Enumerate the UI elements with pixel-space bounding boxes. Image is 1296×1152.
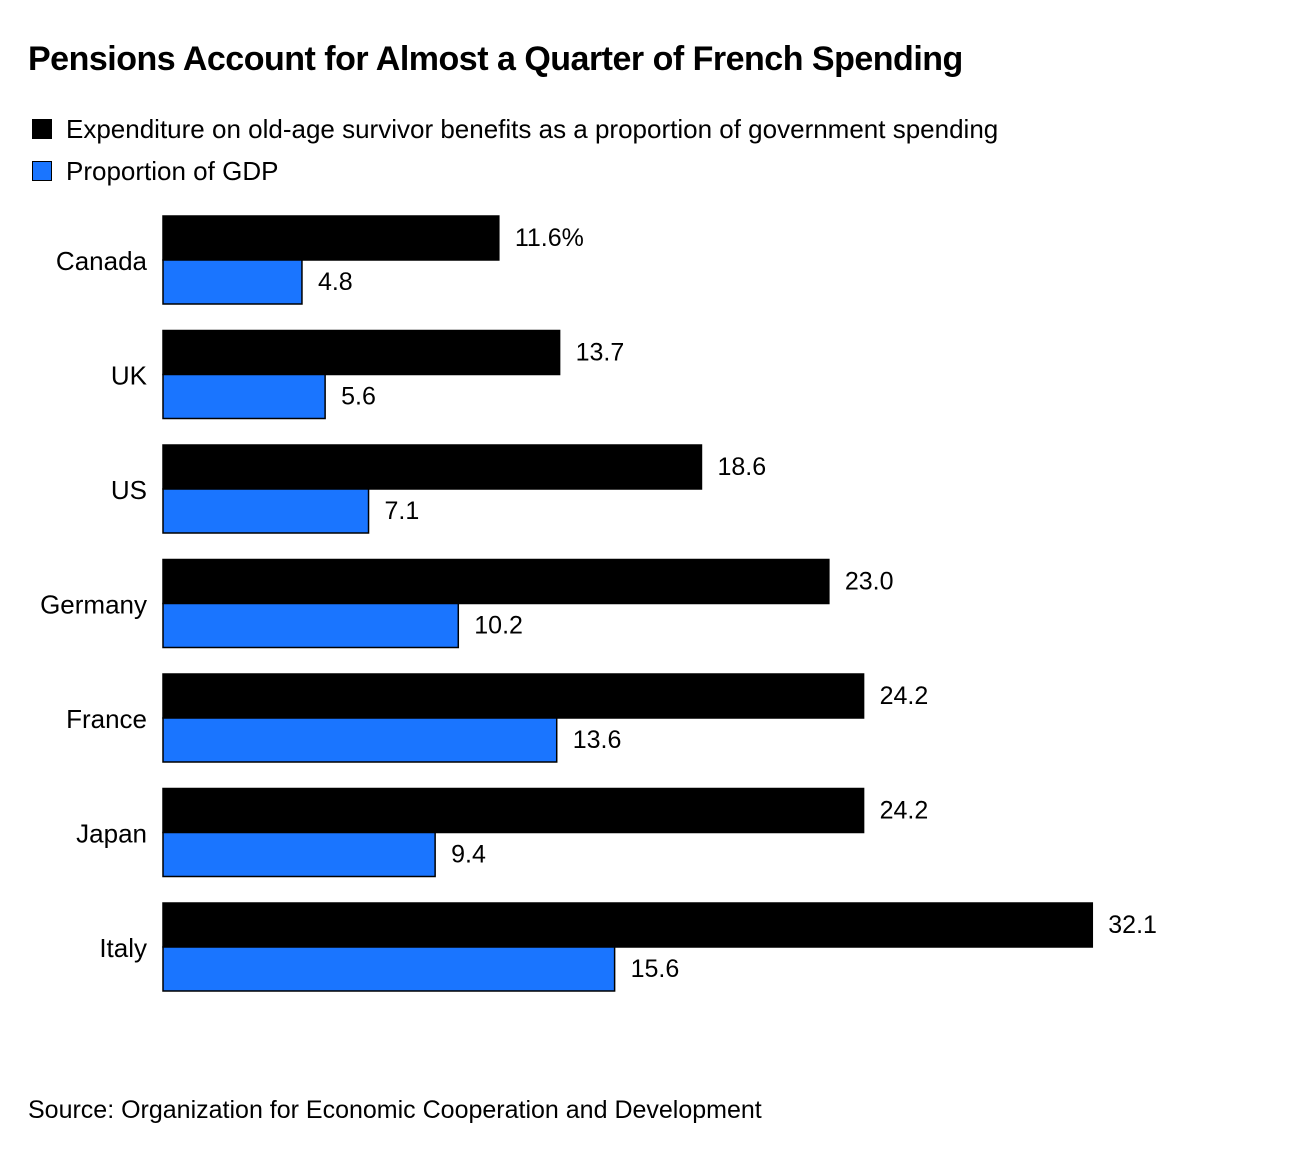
value-label: 9.4 <box>451 841 486 869</box>
category-label: Italy <box>99 933 147 963</box>
value-label: 11.6% <box>515 224 584 252</box>
category-label: UK <box>111 361 148 391</box>
legend-item-government-spending: Expenditure on old-age survivor benefits… <box>32 108 998 150</box>
bar-gdp <box>162 602 460 649</box>
category-label: Germany <box>40 590 147 620</box>
category-label: Japan <box>76 819 147 849</box>
bar-gdp <box>162 373 326 420</box>
bar-gdp <box>162 717 558 763</box>
value-label: 4.8 <box>318 268 353 296</box>
value-label: 32.1 <box>1108 911 1157 939</box>
legend: Expenditure on old-age survivor benefits… <box>32 108 998 192</box>
value-label: 13.7 <box>576 339 625 367</box>
bar-gdp <box>162 488 370 534</box>
value-label: 10.2 <box>474 612 523 640</box>
bar-gdp <box>162 831 436 878</box>
bar-government-spending <box>162 902 1094 948</box>
bar-gdp <box>162 259 303 305</box>
source-note: Source: Organization for Economic Cooper… <box>28 1096 762 1124</box>
value-label: 15.6 <box>631 955 680 983</box>
value-label: 23.0 <box>845 568 894 596</box>
value-label: 24.2 <box>880 797 929 825</box>
legend-swatch-blue <box>32 161 52 181</box>
legend-label: Expenditure on old-age survivor benefits… <box>66 113 999 144</box>
category-label: France <box>66 704 147 734</box>
value-label: 24.2 <box>880 682 929 710</box>
value-label: 5.6 <box>341 383 376 411</box>
chart-title: Pensions Account for Almost a Quarter of… <box>28 40 963 78</box>
value-label: 13.6 <box>573 726 622 754</box>
legend-item-gdp: Proportion of GDP <box>32 150 998 192</box>
bar-government-spending <box>162 558 830 605</box>
bar-chart: Canada 11.6% 4.8 UK 13.7 5.6 US 18.6 7.1 Germany 2… <box>40 215 1157 992</box>
legend-label: Proportion of GDP <box>66 155 279 186</box>
value-label: 18.6 <box>717 453 766 481</box>
category-label: US <box>111 475 147 505</box>
bar-government-spending <box>162 787 865 834</box>
bar-government-spending <box>162 215 500 261</box>
category-label: Canada <box>56 246 148 276</box>
value-label: 7.1 <box>385 497 420 525</box>
bar-government-spending <box>162 329 561 376</box>
bar-government-spending <box>162 673 865 719</box>
legend-swatch-black <box>32 119 52 139</box>
bar-gdp <box>162 946 616 992</box>
bar-government-spending <box>162 444 703 490</box>
